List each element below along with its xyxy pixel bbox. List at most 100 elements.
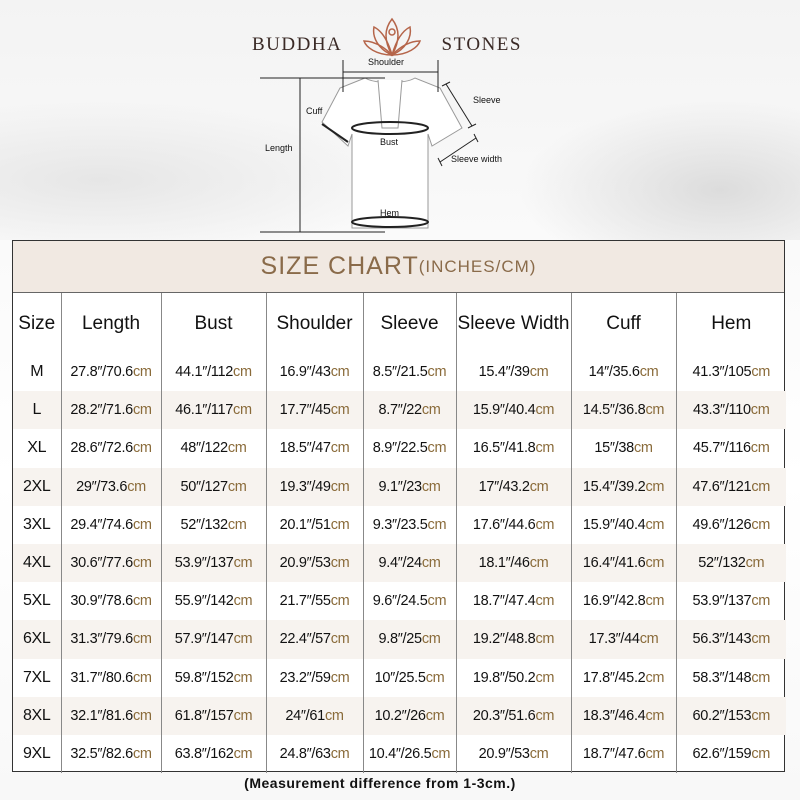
value: 8.7″/22 bbox=[378, 402, 422, 419]
measurement-cell: 44.1″/112cm bbox=[161, 353, 267, 392]
unit: cm bbox=[751, 478, 771, 495]
measurement-cell: 15.4″/39cm bbox=[456, 353, 572, 392]
unit: cm bbox=[639, 631, 659, 648]
column-header: Sleeve Width bbox=[456, 293, 572, 353]
unit: cm bbox=[233, 669, 253, 686]
table-row: M 27.8″/70.6cm 44.1″/112cm 16.9″/43cm 8.5″/2… bbox=[13, 353, 786, 392]
size-cell: L bbox=[13, 391, 62, 430]
value: 24.8″/63 bbox=[279, 745, 331, 762]
value: 18.3″/46.4 bbox=[582, 707, 646, 724]
unit: cm bbox=[233, 631, 253, 648]
measurement-cell: 19.2″/48.8cm bbox=[456, 620, 572, 659]
measurement-cell: 19.3″/49cm bbox=[266, 467, 364, 506]
size-cell: 3XL bbox=[13, 505, 62, 544]
column-header: Sleeve bbox=[363, 293, 457, 353]
measurement-cell: 19.8″/50.2cm bbox=[456, 658, 572, 697]
measurement-cell: 28.6″/72.6cm bbox=[61, 429, 162, 468]
unit: cm bbox=[233, 364, 252, 381]
measurement-cell: 30.9″/78.6cm bbox=[61, 582, 162, 621]
value: 18.5″/47 bbox=[279, 440, 331, 457]
label-sleeve: Sleeve bbox=[473, 95, 501, 105]
unit: cm bbox=[233, 707, 253, 724]
table-row: 3XL 29.4″/74.6cm 52″/132cm 20.1″/51cm 9.3″/2… bbox=[13, 505, 786, 544]
value: 20.1″/51 bbox=[279, 516, 331, 533]
unit: cm bbox=[639, 364, 659, 381]
value: 9.4″/24 bbox=[378, 555, 422, 572]
value: 19.8″/50.2 bbox=[472, 669, 536, 686]
unit: cm bbox=[751, 364, 771, 381]
value: 52″/132 bbox=[698, 555, 746, 572]
label-bust: Bust bbox=[380, 137, 399, 147]
value: 46.1″/117 bbox=[175, 402, 234, 419]
brand-logo: BUDDHA STONES bbox=[252, 17, 522, 60]
value: 29″/73.6 bbox=[76, 478, 128, 495]
value: 8.9″/22.5 bbox=[372, 440, 428, 457]
brand-right: STONES bbox=[441, 34, 522, 55]
measurement-cell: 8.5″/21.5cm bbox=[363, 353, 457, 392]
brand-left: BUDDHA bbox=[252, 34, 343, 55]
measurement-note: (Measurement difference from 1-3cm.) bbox=[244, 775, 516, 791]
unit: cm bbox=[132, 555, 152, 572]
unit: cm bbox=[535, 669, 555, 686]
unit: cm bbox=[330, 364, 350, 381]
measurement-cell: 14″/35.6cm bbox=[571, 353, 677, 392]
unit: cm bbox=[645, 593, 665, 610]
value: 31.3″/79.6 bbox=[70, 631, 133, 648]
unit: cm bbox=[233, 555, 253, 572]
measurement-cell: 16.9″/42.8cm bbox=[571, 582, 677, 621]
unit: cm bbox=[132, 631, 152, 648]
measurement-cell: 10.2″/26cm bbox=[363, 696, 457, 735]
measurement-cell: 24″/61cm bbox=[266, 696, 364, 735]
size-cell: 5XL bbox=[13, 582, 62, 621]
measurement-cell: 20.9″/53cm bbox=[456, 734, 572, 774]
unit: cm bbox=[227, 478, 247, 495]
measurement-cell: 31.7″/80.6cm bbox=[61, 658, 162, 697]
unit: cm bbox=[330, 555, 350, 572]
measurement-cell: 18.1″/46cm bbox=[456, 543, 572, 583]
size-cell: 2XL bbox=[13, 467, 62, 506]
size-cell: 6XL bbox=[13, 620, 62, 659]
unit: cm bbox=[645, 555, 665, 572]
table-row: 2XL 29″/73.6cm 50″/127cm 19.3″/49cm 9.1″/23c… bbox=[13, 467, 786, 506]
value: 15.4″/39.2 bbox=[582, 478, 646, 495]
size-cell: M bbox=[13, 353, 62, 392]
measurement-cell: 24.8″/63cm bbox=[266, 734, 364, 774]
measurement-cell: 31.3″/79.6cm bbox=[61, 620, 162, 659]
unit: cm bbox=[132, 707, 152, 724]
value: 30.9″/78.6 bbox=[70, 593, 133, 610]
value: 20.9″/53 bbox=[478, 745, 530, 762]
unit: cm bbox=[535, 516, 555, 533]
measurement-cell: 18.7″/47.6cm bbox=[571, 734, 677, 774]
unit: cm bbox=[751, 631, 771, 648]
value: 61.8″/157 bbox=[174, 707, 234, 724]
measurement-cell: 18.5″/47cm bbox=[266, 429, 364, 468]
measurement-cell: 9.4″/24cm bbox=[363, 543, 457, 583]
measurement-cell: 28.2″/71.6cm bbox=[61, 391, 162, 430]
measurement-cell: 61.8″/157cm bbox=[161, 696, 267, 735]
measurement-cell: 53.9″/137cm bbox=[676, 582, 786, 620]
value: 45.7″/116 bbox=[692, 440, 751, 457]
value: 16.4″/41.6 bbox=[582, 555, 646, 572]
unit: cm bbox=[330, 440, 350, 457]
measurement-cell: 43.3″/110cm bbox=[676, 391, 786, 430]
measurement-cell: 14.5″/36.8cm bbox=[571, 391, 677, 430]
unit: cm bbox=[529, 555, 549, 572]
unit: cm bbox=[427, 593, 447, 610]
measurement-cell: 17.7″/45cm bbox=[266, 391, 364, 430]
table-row: 8XL 32.1″/81.6cm 61.8″/157cm 24″/61cm 10.2″/… bbox=[13, 696, 786, 735]
unit: cm bbox=[330, 402, 350, 419]
unit: cm bbox=[425, 707, 445, 724]
value: 9.1″/23 bbox=[378, 478, 422, 495]
measurement-cell: 16.5″/41.8cm bbox=[456, 429, 572, 468]
value: 29.4″/74.6 bbox=[70, 516, 133, 533]
unit: cm bbox=[427, 440, 447, 457]
title-suffix: (INCHES/CM) bbox=[418, 256, 537, 276]
value: 20.3″/51.6 bbox=[472, 707, 536, 724]
value: 32.1″/81.6 bbox=[70, 707, 133, 724]
size-chart-title: SIZE CHART (INCHES/CM) bbox=[13, 241, 784, 293]
value: 53.9″/137 bbox=[174, 555, 234, 572]
unit: cm bbox=[233, 593, 253, 610]
value: 15″/38 bbox=[594, 440, 634, 457]
unit: cm bbox=[127, 478, 146, 495]
measurement-cell: 59.8″/152cm bbox=[161, 658, 267, 697]
